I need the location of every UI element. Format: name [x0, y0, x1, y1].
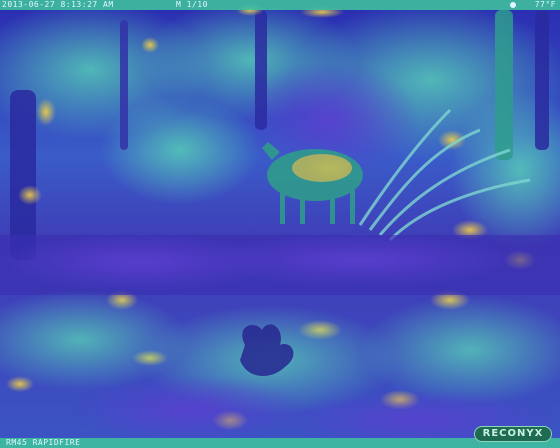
leaf-litter-band — [0, 234, 560, 295]
info-bar-bottom — [0, 438, 560, 448]
palm-frond — [358, 108, 531, 242]
animal-silhouette — [262, 142, 363, 224]
timestamp-label: 2013-06-27 8:13:27 AM — [2, 0, 114, 9]
canopy-foliage — [0, 0, 560, 250]
frame-counter-label: M 1/10 — [176, 0, 208, 9]
moon-icon — [510, 2, 516, 8]
temperature-label: 77°F — [534, 0, 556, 9]
foreground-fern — [240, 324, 294, 377]
info-bar-top — [0, 0, 560, 10]
brand-logo-text: RECONYX — [482, 428, 544, 439]
camera-model-label: RM45 RAPIDFIRE — [6, 438, 81, 447]
tree-trunks — [10, 10, 549, 260]
brand-logo: RECONYX — [474, 426, 552, 442]
